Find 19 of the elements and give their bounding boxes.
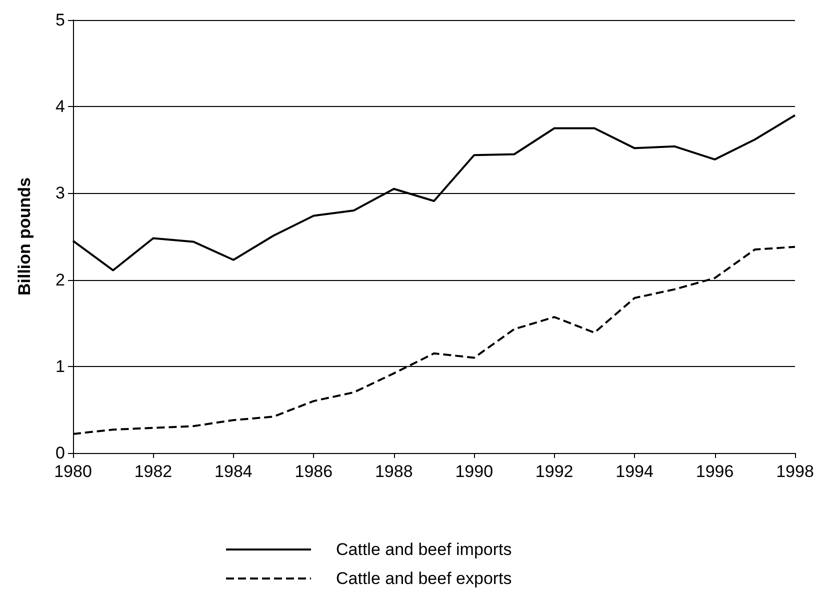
- y-tick-label: 4: [56, 97, 65, 116]
- x-tick-label: 1992: [535, 462, 574, 481]
- x-tick-label: 1990: [455, 462, 494, 481]
- y-tick-label: 2: [56, 270, 65, 290]
- legend-label: Cattle and beef exports: [336, 569, 512, 588]
- legend-label: Cattle and beef imports: [336, 540, 512, 559]
- x-tick-label: 1984: [214, 462, 252, 481]
- x-tick-label: 1996: [696, 462, 734, 481]
- x-tick-label: 1986: [294, 462, 333, 481]
- y-axis-title: Billion pounds: [15, 177, 34, 296]
- y-tick-label: 0: [56, 444, 65, 462]
- x-tick-label: 1982: [134, 462, 172, 481]
- y-tick-label: 3: [56, 184, 65, 203]
- x-tick-label: 1988: [374, 462, 413, 481]
- x-tick-label: 1998: [776, 462, 814, 481]
- y-tick-label: 5: [56, 10, 65, 30]
- y-tick-label: 1: [56, 356, 65, 376]
- x-tick-label: 1994: [616, 462, 654, 481]
- x-tick-label: 1980: [54, 462, 92, 481]
